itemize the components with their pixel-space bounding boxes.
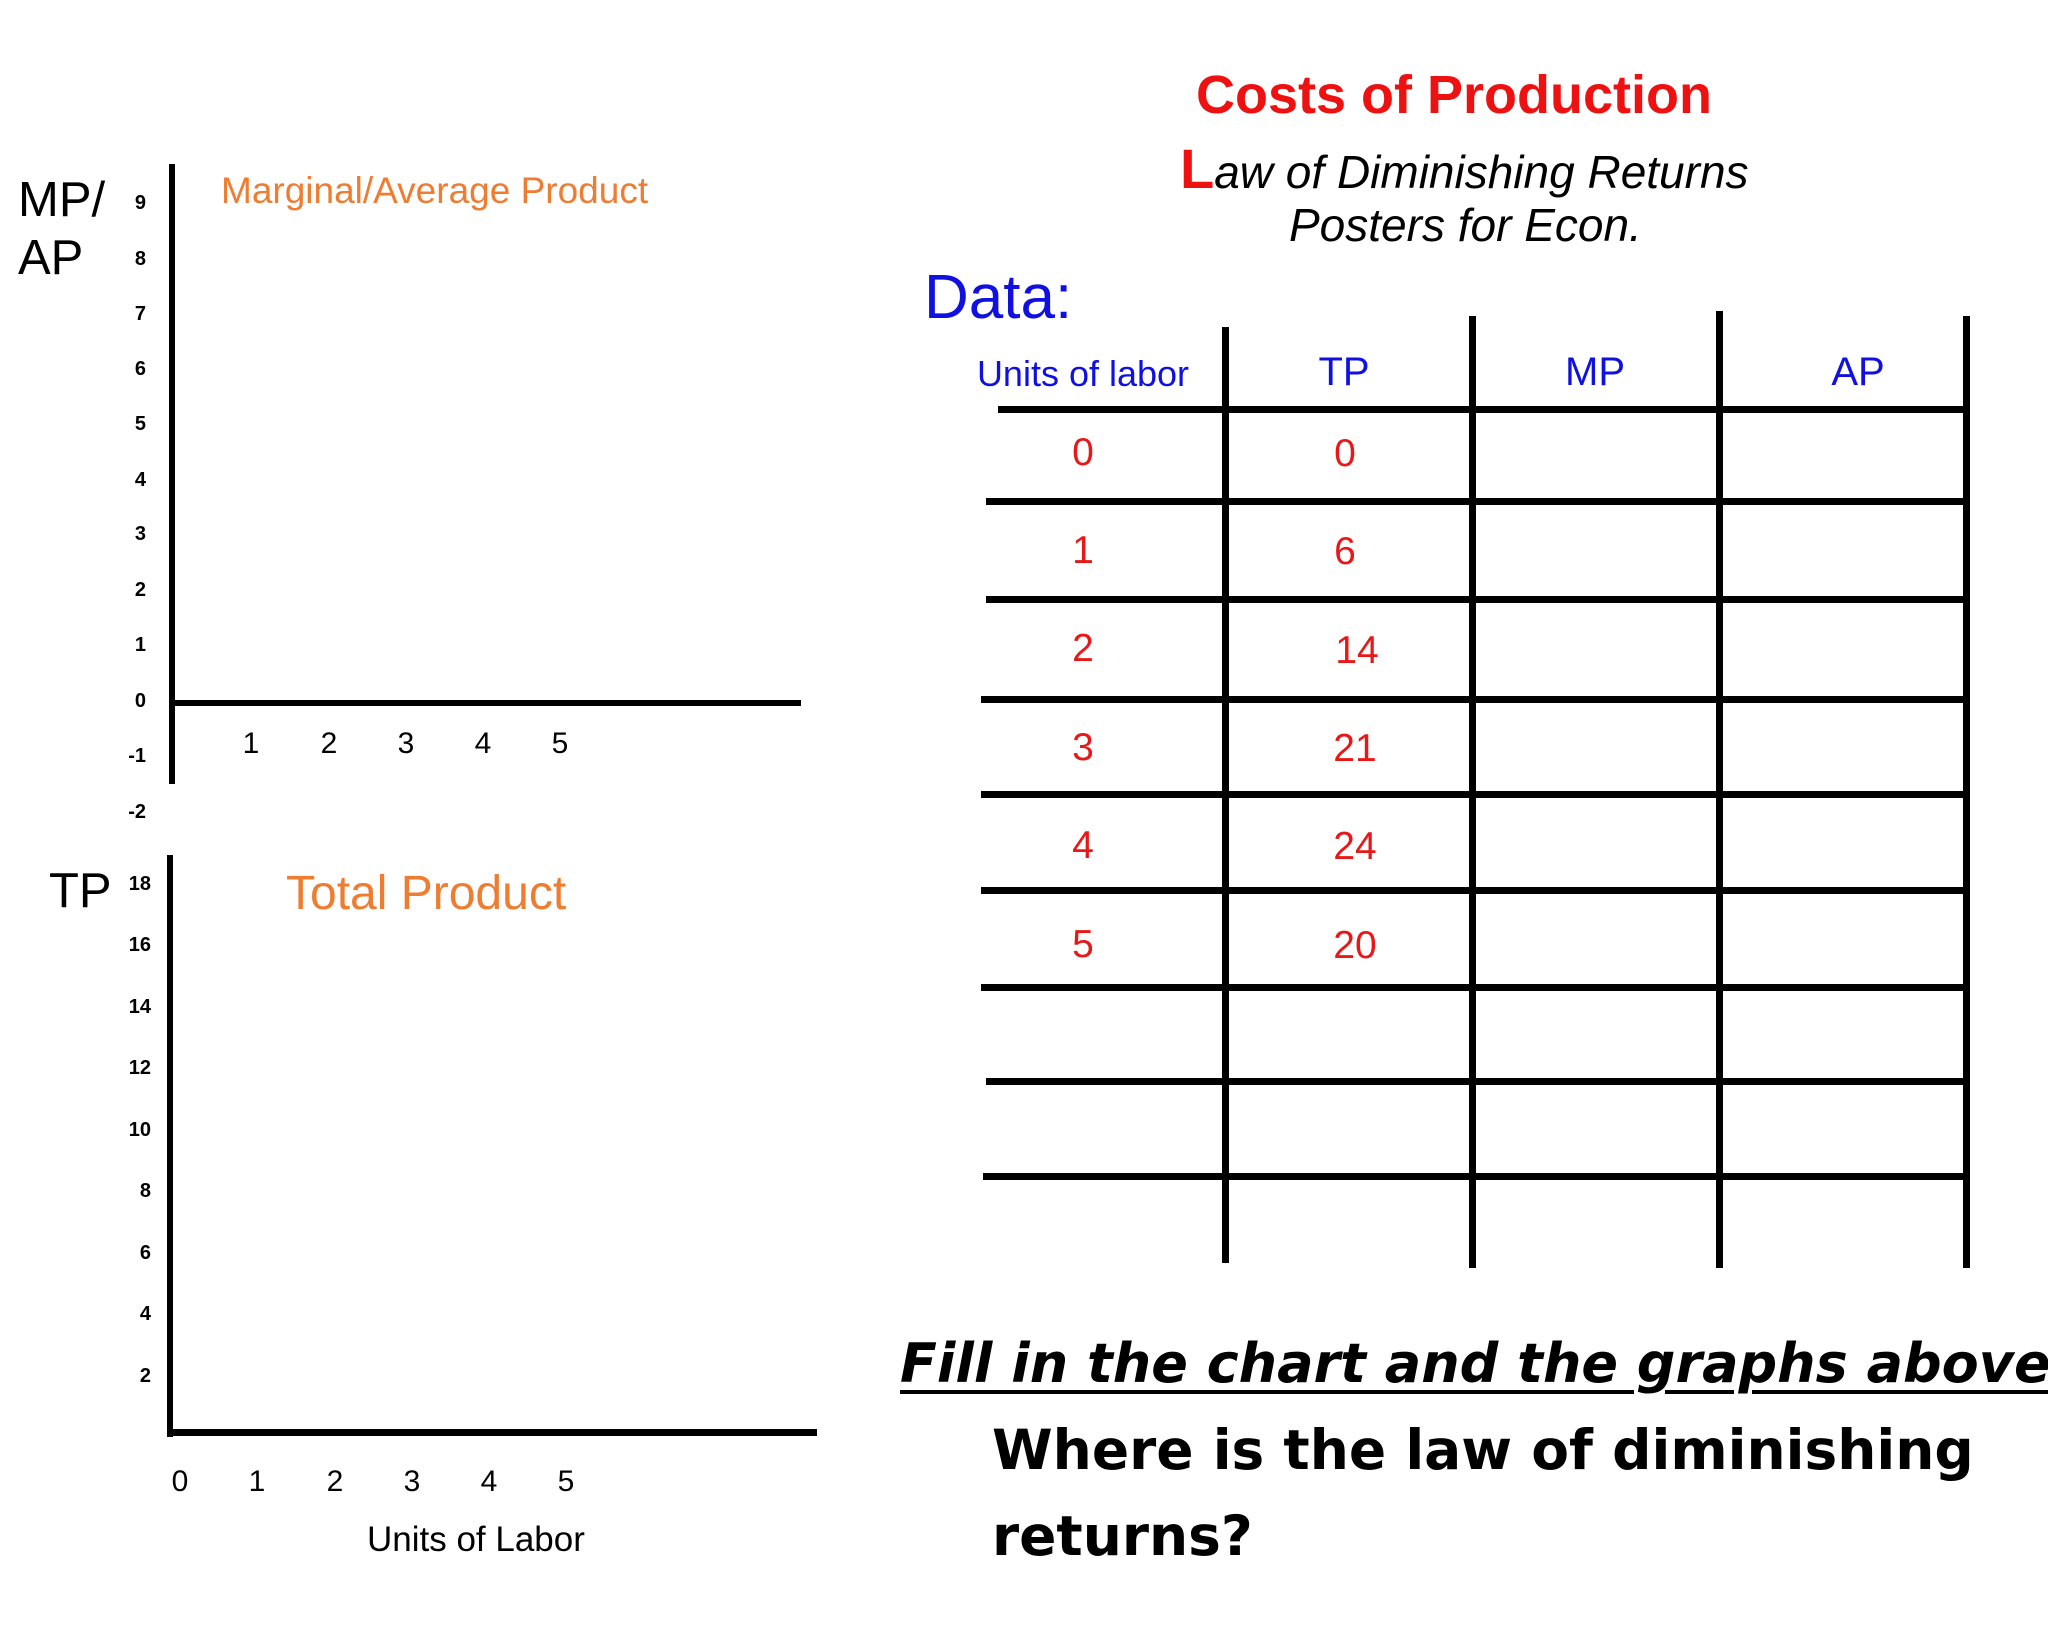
mp-ap-y-tick: 8 [134, 248, 146, 270]
tp-axis-label: TP [49, 864, 112, 918]
tp-y-tick: 18 [128, 873, 151, 895]
tp-y-tick: 16 [128, 934, 151, 956]
mp-ap-y-tick: 2 [134, 579, 146, 601]
tp-y-tick: 6 [139, 1242, 151, 1264]
cell-tp: 0 [1334, 432, 1356, 475]
mp-ap-y-tick: 3 [134, 523, 146, 545]
subtitle-line1: Law of Diminishing Returns [1180, 136, 1749, 201]
cell-tp: 20 [1333, 924, 1377, 967]
tp-x-tick: 4 [480, 1465, 498, 1498]
tp-x-tick: 3 [403, 1465, 421, 1498]
tp-y-tick: 14 [128, 996, 151, 1018]
mp-ap-x-tick: 1 [242, 727, 260, 760]
subtitle-line2: Posters for Econ. [1289, 199, 1642, 251]
mp-ap-graph-title: Marginal/Average Product [221, 170, 649, 211]
subtitle-rest: aw of Diminishing Returns [1214, 146, 1749, 198]
cell-labor: 5 [1072, 923, 1094, 966]
tp-graph-title: Total Product [286, 867, 567, 920]
tp-x-tick: 5 [557, 1465, 575, 1498]
header-mp: MP [1565, 350, 1625, 394]
cell-labor: 4 [1072, 824, 1094, 867]
mp-ap-x-axis [169, 700, 801, 706]
cell-labor: 1 [1072, 529, 1094, 572]
tp-y-tick: 10 [128, 1119, 151, 1141]
cell-tp: 6 [1334, 530, 1356, 573]
header-units-of-labor: Units of labor [976, 353, 1190, 394]
mp-ap-y-tick: 0 [134, 690, 146, 712]
cell-tp: 14 [1335, 629, 1379, 672]
mp-ap-y-tick: 5 [134, 413, 146, 435]
tp-x-axis [167, 1429, 817, 1436]
cell-tp: 21 [1333, 727, 1377, 770]
mp-ap-y-tick: 6 [134, 358, 146, 380]
data-label: Data: [924, 263, 1073, 332]
tp-x-tick: 1 [248, 1465, 266, 1498]
table-row-divider [981, 887, 1965, 894]
cell-labor: 0 [1072, 431, 1094, 474]
table-row-divider [986, 498, 1970, 505]
mp-ap-x-tick: 4 [474, 727, 492, 760]
table-row-divider [998, 406, 1970, 413]
mp-ap-y-tick: 9 [134, 192, 146, 214]
mp-ap-x-tick: 5 [551, 727, 569, 760]
table-col-divider [1716, 311, 1723, 1268]
instruction-question-line1: Where is the law of diminishing [992, 1418, 1974, 1482]
instruction-question-line2: returns? [992, 1504, 1253, 1568]
instruction-fill-in: Fill in the chart and the graphs above. [900, 1332, 2048, 1395]
mp-ap-axis-label-line1: MP/ [18, 173, 106, 227]
tp-x-tick: 0 [171, 1465, 189, 1498]
table-row-divider [986, 1078, 1965, 1085]
header-tp: TP [1318, 350, 1370, 394]
tp-y-tick: 8 [139, 1180, 151, 1202]
mp-ap-axis-label-line2: AP [18, 231, 84, 285]
tp-y-tick: 4 [139, 1303, 151, 1325]
table-row-divider [986, 596, 1970, 603]
header-ap: AP [1831, 350, 1885, 394]
tp-x-axis-label: Units of Labor [367, 1520, 585, 1559]
mp-ap-y-axis [169, 164, 175, 784]
cell-labor: 2 [1072, 627, 1094, 670]
mp-ap-y-tick: -1 [128, 745, 146, 767]
tp-y-axis [167, 855, 173, 1437]
tp-y-tick: 12 [128, 1057, 151, 1079]
cell-tp: 24 [1333, 825, 1377, 868]
cell-labor: 3 [1072, 726, 1094, 769]
table-row-divider [981, 696, 1965, 703]
mp-ap-y-tick: 1 [134, 634, 146, 656]
mp-ap-x-tick: 3 [397, 727, 415, 760]
mp-ap-x-tick: 2 [320, 727, 338, 760]
table-row-divider [981, 984, 1965, 991]
tp-y-tick: 2 [139, 1365, 151, 1387]
mp-ap-y-tick: 4 [134, 469, 146, 491]
tp-x-tick: 2 [326, 1465, 344, 1498]
mp-ap-y-tick: -2 [128, 801, 146, 823]
table-col-divider [1963, 316, 1970, 1268]
table-row-divider [983, 1173, 1965, 1180]
table-row-divider [981, 791, 1965, 798]
subtitle-initial: L [1180, 137, 1215, 200]
mp-ap-y-tick: 7 [134, 303, 146, 325]
page-title: Costs of Production [1196, 65, 1712, 125]
